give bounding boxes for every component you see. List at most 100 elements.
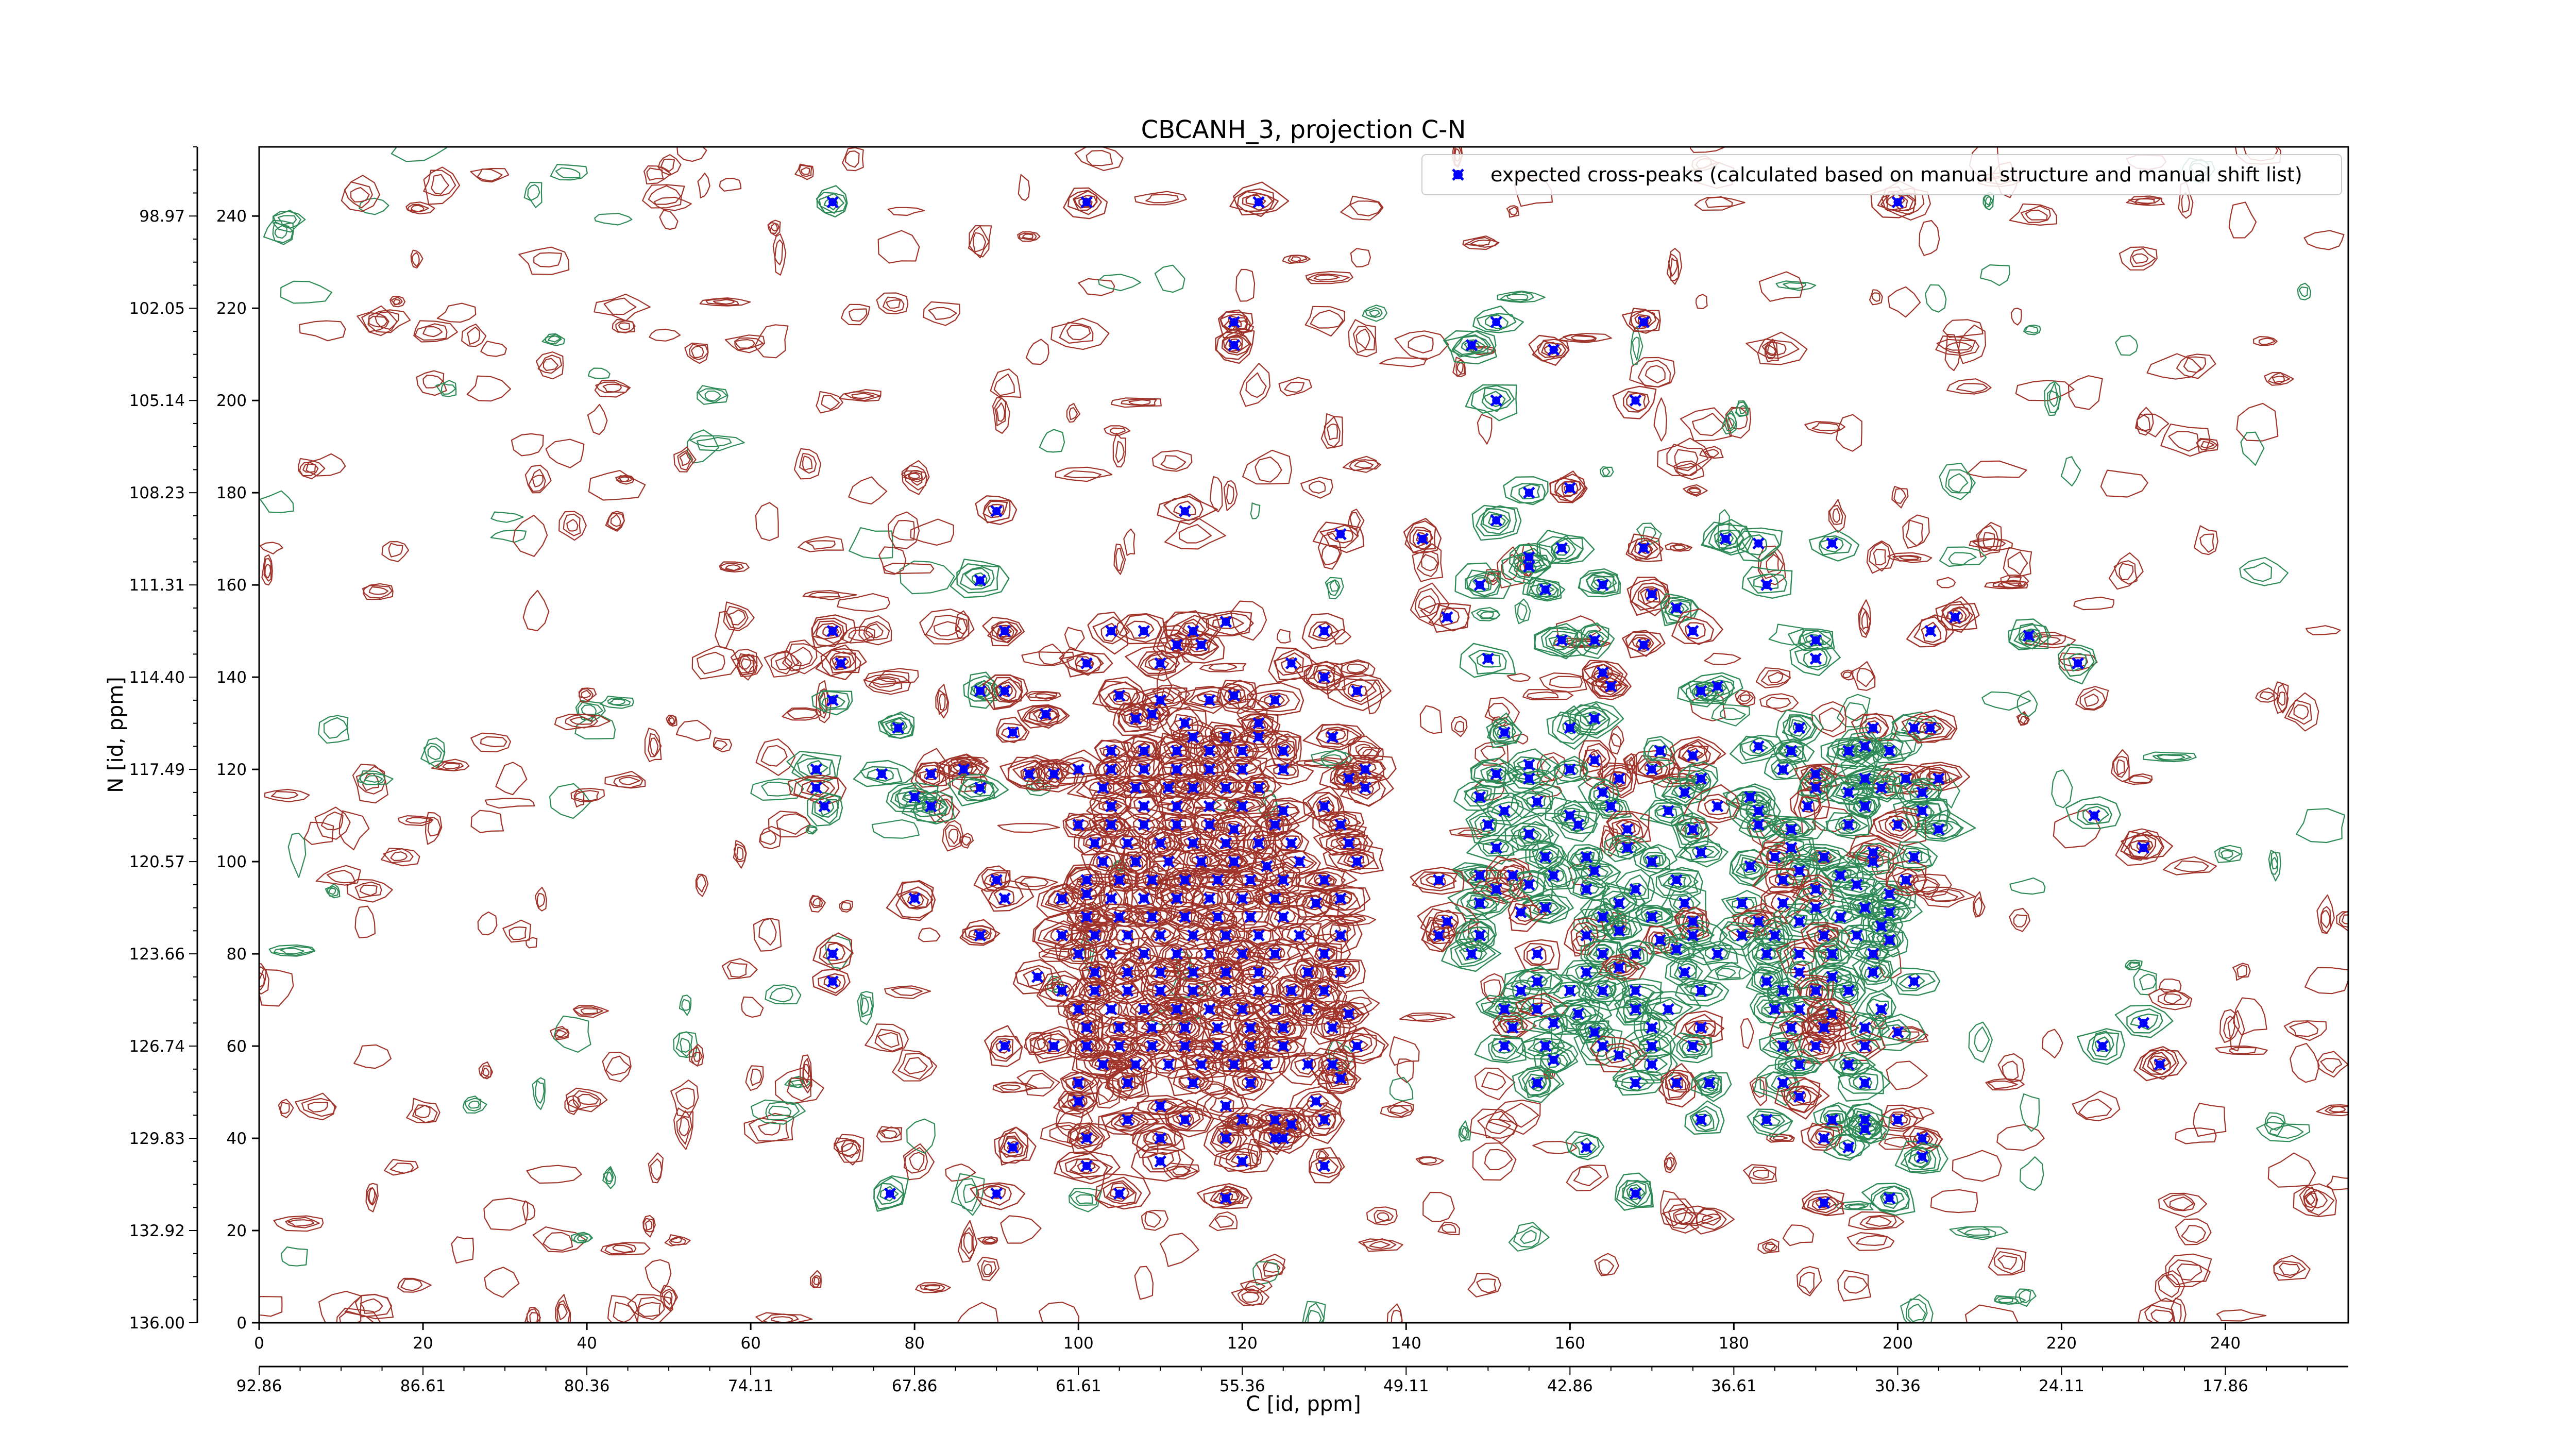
- contour-ring: [1112, 1022, 1131, 1036]
- cross-peak-marker: [1637, 542, 1650, 554]
- contour-ring: [1591, 673, 1629, 698]
- contour-ring: [970, 1182, 1026, 1210]
- contour-ring: [1642, 526, 1656, 542]
- contour-ring: [1690, 689, 1726, 722]
- contour-ring: [1352, 326, 1376, 353]
- contour-ring: [983, 1263, 992, 1275]
- contour-ring: [2181, 1225, 2206, 1243]
- contour-ring: [588, 367, 611, 379]
- contour-ring: [2296, 808, 2346, 844]
- contour-ring: [977, 1184, 1012, 1206]
- contour-ring: [811, 794, 840, 824]
- contour-ring: [1778, 821, 1802, 834]
- contour-ring: [1506, 672, 1531, 682]
- contour-ring: [1333, 1044, 1347, 1066]
- contour-ring: [1000, 1135, 1024, 1158]
- contour-ring: [1193, 610, 1252, 636]
- contour-ring: [1861, 1183, 1916, 1216]
- contour-ring: [599, 696, 634, 709]
- contour-ring: [1465, 572, 1500, 597]
- contour-ring: [1652, 933, 1706, 965]
- contour-ring: [610, 514, 621, 527]
- cross-peak-marker: [1867, 966, 1879, 979]
- contour-ring: [462, 1096, 487, 1114]
- contour-ring: [1500, 291, 1534, 302]
- contour-ring: [2008, 624, 2052, 651]
- contour-ring: [1342, 1034, 1372, 1055]
- contour-ring: [495, 762, 528, 796]
- contour-ring: [1806, 1016, 1843, 1041]
- contour-ring: [648, 185, 682, 205]
- contour-ring: [2253, 336, 2278, 346]
- contour-ring: [1406, 1014, 1447, 1021]
- contour-ring: [1218, 1148, 1259, 1172]
- contour-ring: [2325, 1105, 2348, 1114]
- contour-ring: [1389, 1076, 1414, 1102]
- contour-ring: [1872, 737, 1904, 764]
- contour-ring: [420, 737, 446, 768]
- contour-ring: [1832, 508, 1841, 523]
- cross-peak-marker: [1334, 1072, 1347, 1085]
- contour-ring: [1143, 975, 1178, 1007]
- contour-ring: [1704, 652, 1741, 665]
- cross-peak-marker: [1629, 1076, 1642, 1089]
- contour-ring: [359, 772, 385, 785]
- cross-peak-marker: [1211, 911, 1224, 923]
- contour-ring: [1678, 909, 1704, 938]
- cross-peak-marker: [1269, 948, 1281, 960]
- contour-ring: [1418, 1157, 1437, 1165]
- contour-ring: [328, 887, 336, 895]
- contour-ring: [2025, 209, 2048, 221]
- cross-peak-marker: [1285, 1118, 1298, 1131]
- cross-peak-marker: [1711, 948, 1724, 960]
- cross-peak-marker: [1269, 1003, 1281, 1016]
- contour-ring: [1888, 967, 1941, 996]
- contour-ring: [1477, 1110, 1518, 1139]
- contour-ring: [1802, 1189, 1845, 1217]
- cross-peak-marker: [1023, 768, 1036, 780]
- contour-ring: [1162, 760, 1193, 779]
- contour-ring: [689, 435, 745, 451]
- contour-ring: [1753, 942, 1783, 966]
- contour-ring: [634, 1296, 665, 1320]
- cross-peak-marker: [1326, 1021, 1338, 1034]
- contour-ring: [1741, 566, 1793, 599]
- contour-ring: [2003, 547, 2032, 578]
- contour-ring: [1078, 989, 1137, 1031]
- contour-ring: [2299, 1186, 2335, 1216]
- contour-ring: [1233, 801, 1256, 811]
- cross-peak-marker: [1760, 975, 1773, 988]
- contour-ring: [1945, 342, 1972, 351]
- contour-ring: [1420, 554, 1438, 571]
- contour-ring: [572, 1006, 603, 1016]
- contour-ring: [1745, 331, 1808, 365]
- contour-ring: [563, 513, 581, 536]
- contour-ring: [1147, 831, 1179, 858]
- contour-ring: [1333, 764, 1368, 791]
- y-ppm-tick-label: 105.14: [129, 392, 185, 410]
- cross-peak-marker: [1154, 929, 1166, 942]
- cross-peak-marker: [1580, 929, 1592, 942]
- contour-ring: [1761, 1115, 1781, 1126]
- contour-ring: [1916, 766, 1960, 786]
- contour-ring: [1520, 552, 1543, 565]
- contour-ring: [1458, 1120, 1471, 1142]
- contour-ring: [738, 653, 758, 676]
- cross-peak-marker: [1219, 966, 1232, 979]
- y-tick-label: 160: [216, 576, 247, 595]
- contour-ring: [2013, 914, 2028, 928]
- contour-ring: [1059, 756, 1096, 779]
- cross-peak-marker: [810, 782, 823, 794]
- contour-ring: [264, 788, 310, 803]
- contour-ring: [1113, 1115, 1140, 1128]
- contour-ring: [1869, 807, 1926, 847]
- contour-ring: [1576, 925, 1596, 947]
- contour-ring: [1774, 1077, 1830, 1120]
- contour-ring: [1486, 712, 1522, 749]
- contour-ring: [1357, 746, 1384, 762]
- contour-ring: [1480, 611, 1494, 619]
- contour-ring: [1314, 945, 1336, 962]
- contour-ring: [1086, 794, 1128, 819]
- contour-ring: [1871, 292, 1880, 302]
- contour-ring: [1664, 1157, 1675, 1171]
